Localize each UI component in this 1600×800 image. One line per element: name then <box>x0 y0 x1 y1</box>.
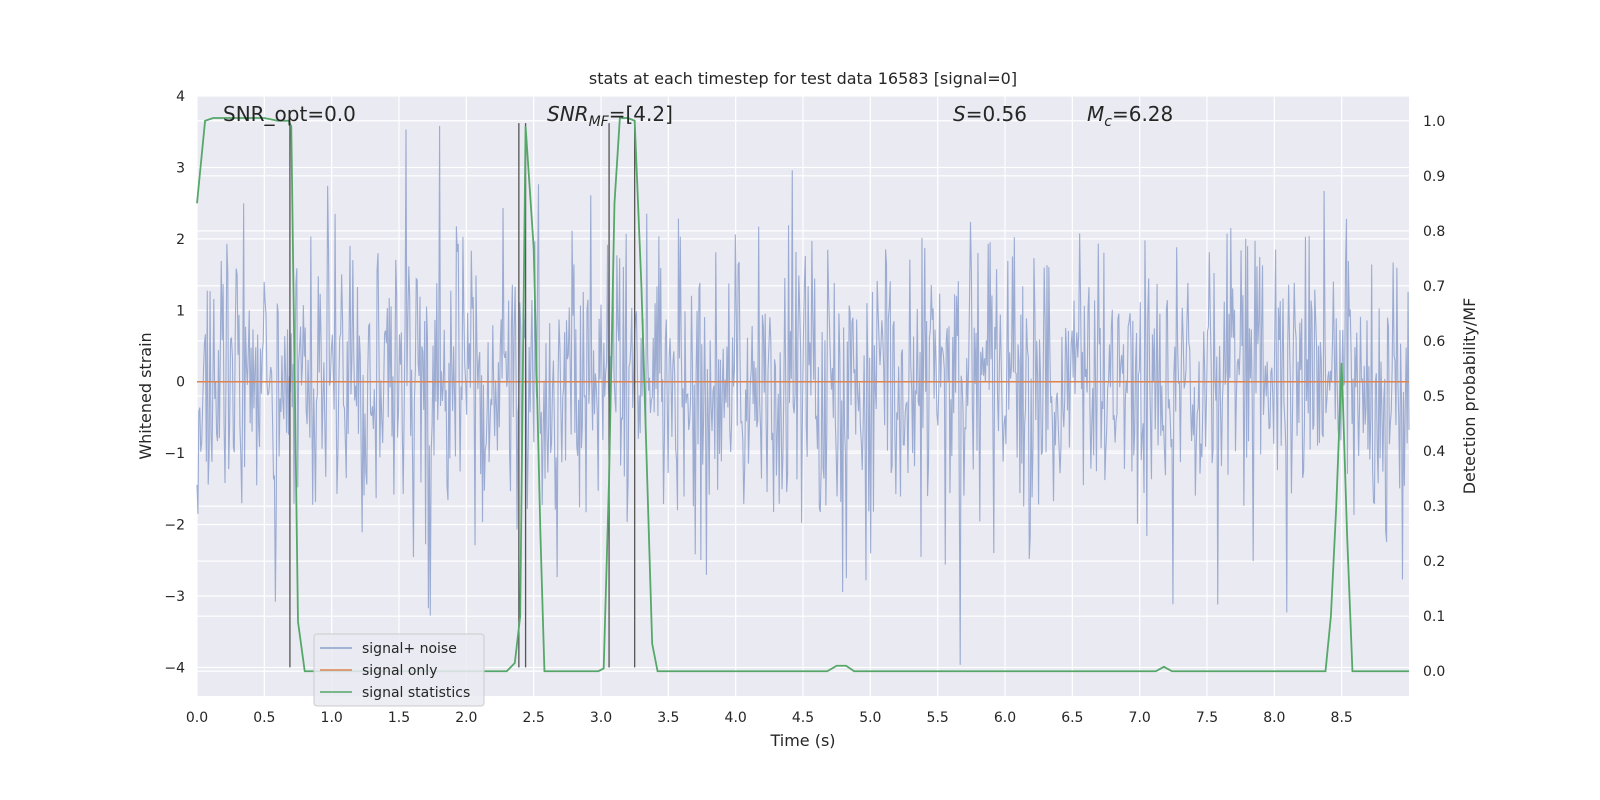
x-tick-label: 0.0 <box>186 710 208 726</box>
y-tick-label: −1 <box>164 446 185 462</box>
x-tick-label: 7.0 <box>1129 710 1151 726</box>
y-tick-label: −4 <box>164 660 185 676</box>
x-tick-label: 2.0 <box>455 710 477 726</box>
annotation-s-value: =0.56 <box>966 102 1027 126</box>
annotation-snr-mf-value: =[4.2] <box>609 102 673 126</box>
x-tick-label: 2.5 <box>523 710 545 726</box>
y2-axis-label: Detection probability/MF <box>1460 298 1479 495</box>
annotation-s-symbol: S <box>953 102 966 126</box>
y2-tick-label: 0.4 <box>1423 444 1445 460</box>
y-tick-label: −2 <box>164 518 185 534</box>
y2-tick-label: 0.5 <box>1423 389 1445 405</box>
annotation-snr-mf-base: SNR <box>547 102 589 126</box>
legend-label-signal-statistics: signal statistics <box>362 685 470 701</box>
series-signal-noise <box>196 125 1410 665</box>
x-tick-label: 6.0 <box>994 710 1016 726</box>
x-tick-label: 1.5 <box>388 710 410 726</box>
x-tick-label: 1.0 <box>321 710 343 726</box>
annotation-mc: Mc=6.28 <box>1087 102 1173 130</box>
y2-tick-label: 0.6 <box>1423 334 1445 350</box>
chart-title: stats at each timestep for test data 165… <box>589 69 1017 88</box>
signal-noise-line <box>196 125 1410 665</box>
y-tick-label: 0 <box>176 375 185 391</box>
legend-label-signal-noise: signal+ noise <box>362 641 457 657</box>
legend-box <box>313 633 485 707</box>
annotation-snr-mf: SNRMF=[4.2] <box>547 102 673 130</box>
y2-tick-label: 1.0 <box>1423 114 1445 130</box>
annotation-snr-opt: SNR_opt=0.0 <box>223 102 356 126</box>
y2-tick-label: 0.0 <box>1423 664 1445 680</box>
y2-tick-label: 0.1 <box>1423 609 1445 625</box>
series-signal-statistics <box>196 117 1409 673</box>
y2-tick-labels: 1.0 0.9 0.8 0.7 0.6 0.5 0.4 0.3 0.2 0.1 0.0 <box>1423 114 1445 680</box>
x-tick-label: 4.5 <box>792 710 814 726</box>
signal-statistics-line <box>196 117 1409 673</box>
annotation-s: S=0.56 <box>953 102 1027 126</box>
y2-tick-label: 0.7 <box>1423 279 1445 295</box>
annotation-mc-value: =6.28 <box>1112 102 1173 126</box>
y-tick-labels: 4 3 2 1 0 −1 −2 −3 −4 <box>164 89 185 676</box>
annotation-mc-sub: c <box>1104 114 1112 130</box>
x-tick-label: 6.5 <box>1061 710 1083 726</box>
y2-tick-label: 0.8 <box>1423 224 1445 240</box>
legend: signal+ noise signal only signal statist… <box>313 633 485 707</box>
x-tick-label: 8.0 <box>1263 710 1285 726</box>
y-tick-label: 3 <box>176 160 185 176</box>
y-tick-label: 2 <box>176 232 185 248</box>
annotation-snr-mf-sub: MF <box>589 114 610 130</box>
x-tick-label: 7.5 <box>1196 710 1218 726</box>
y-axis-label: Whitened strain <box>136 332 155 459</box>
x-tick-label: 3.5 <box>657 710 679 726</box>
x-axis-label: Time (s) <box>769 731 835 750</box>
x-tick-label: 5.0 <box>859 710 881 726</box>
vertical-markers <box>289 123 636 668</box>
y-tick-label: 4 <box>176 89 185 105</box>
x-tick-label: 0.5 <box>253 710 275 726</box>
y-tick-label: 1 <box>176 303 185 319</box>
x-tick-label: 3.0 <box>590 710 612 726</box>
annotation-mc-base: M <box>1087 102 1104 126</box>
x-tick-labels: 0.0 0.5 1.0 1.5 2.0 2.5 3.0 3.5 4.0 4.5 5.0 5.5 6.0 6… <box>186 710 1353 726</box>
y2-tick-label: 0.3 <box>1423 499 1445 515</box>
y-tick-label: −3 <box>164 589 185 605</box>
legend-label-signal-only: signal only <box>362 663 437 679</box>
y2-tick-label: 0.9 <box>1423 169 1445 185</box>
x-tick-label: 5.5 <box>927 710 949 726</box>
x-tick-label: 4.0 <box>725 710 747 726</box>
y2-tick-label: 0.2 <box>1423 554 1445 570</box>
x-tick-label: 8.5 <box>1331 710 1353 726</box>
